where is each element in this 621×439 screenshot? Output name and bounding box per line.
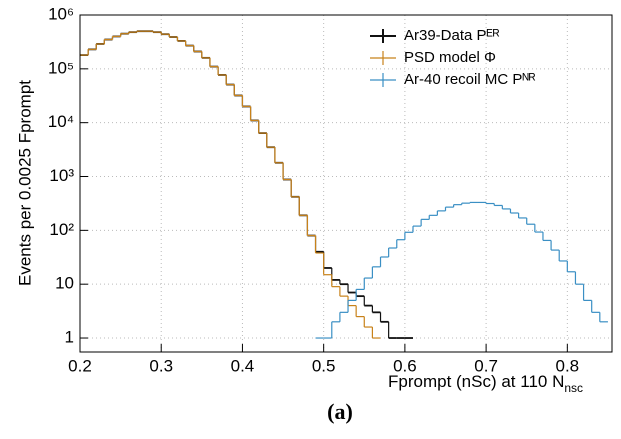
y-tick-label: 1 <box>65 328 74 347</box>
x-axis-label-main: Fprompt (nSc) at 110 N <box>388 372 564 391</box>
x-tick-label: 0.3 <box>149 356 173 375</box>
y-tick-label: 10⁵ <box>48 58 74 77</box>
x-axis-label-subscript: nsc <box>564 381 583 395</box>
plot-frame <box>79 14 613 353</box>
x-axis-label: Fprompt (nSc) at 110 Nnsc <box>388 372 583 395</box>
caption: (a) <box>327 399 353 424</box>
x-tick-label: 0.2 <box>68 356 92 375</box>
x-tick-label: 0.7 <box>474 356 498 375</box>
y-tick-label: 10 <box>55 274 74 293</box>
y-tick-label: 10² <box>49 220 74 239</box>
x-tick-label: 0.6 <box>393 356 417 375</box>
y-tick-label: 10³ <box>49 166 74 185</box>
y-tick-label: 10⁶ <box>48 4 74 23</box>
x-tick-label: 0.5 <box>312 356 336 375</box>
y-tick-label: 10⁴ <box>48 112 74 131</box>
legend-label: PSD model Φ <box>404 49 496 66</box>
x-tick-label: 0.8 <box>556 356 580 375</box>
legend-label: Ar-40 recoil MC Pᴺᴿ <box>404 71 536 88</box>
legend-label: Ar39-Data Pᴱᴿ <box>404 27 500 44</box>
y-axis-label: Events per 0.0025 Fprompt <box>15 80 34 286</box>
x-tick-label: 0.4 <box>231 356 255 375</box>
